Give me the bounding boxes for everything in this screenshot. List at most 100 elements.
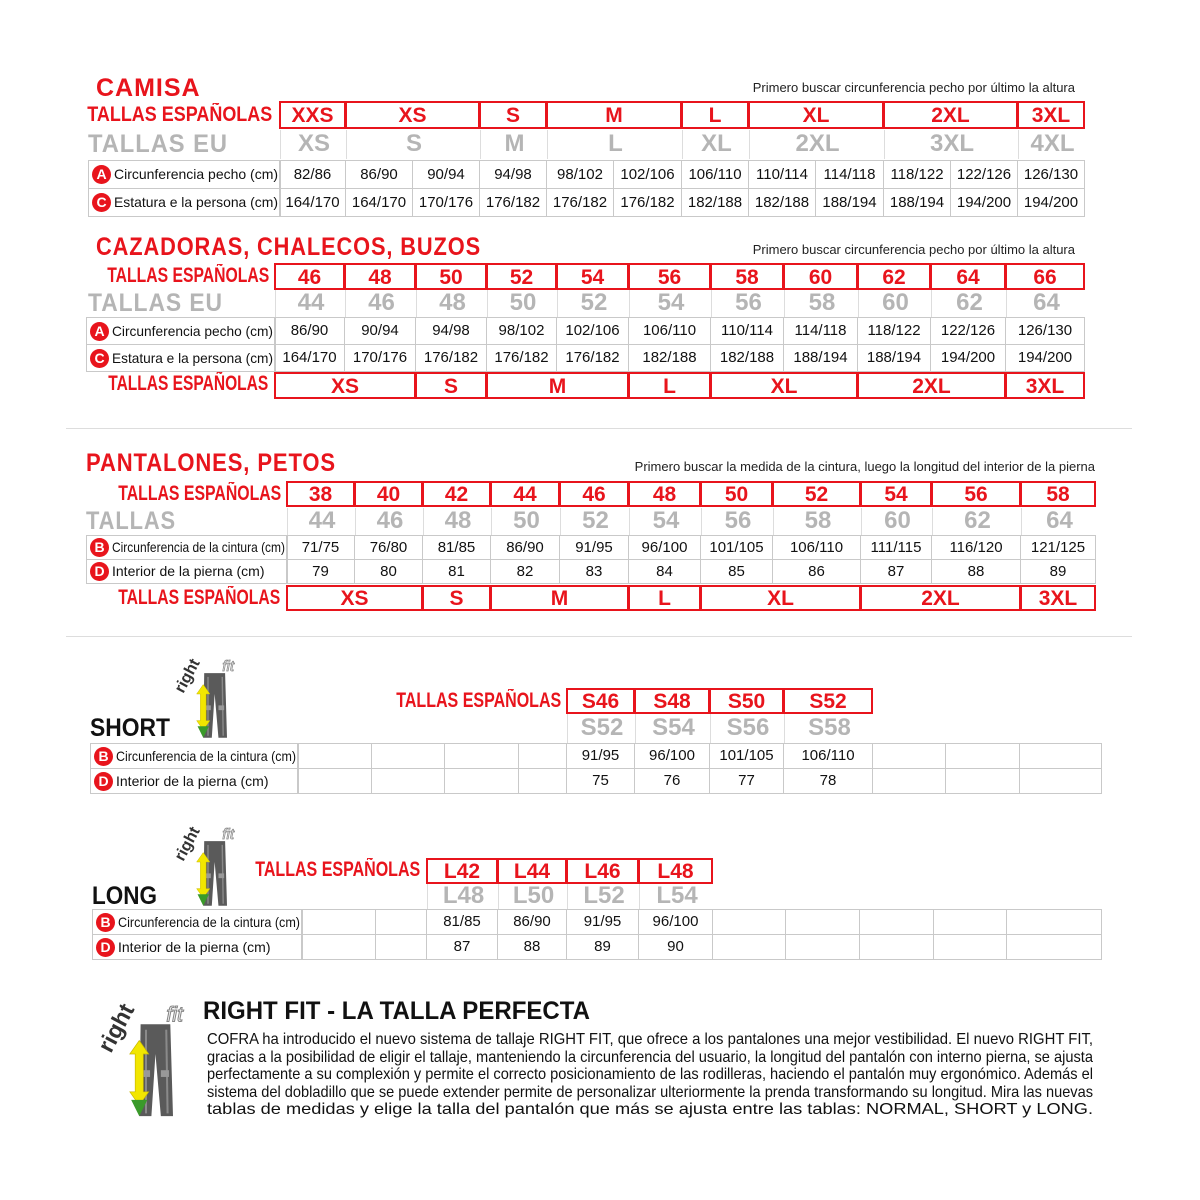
eu-size-cell: S: [346, 130, 481, 159]
cell-text: 85: [728, 563, 745, 580]
cell-text: 77: [738, 772, 755, 789]
cell-text: 48: [652, 483, 677, 506]
spanish-size-cell: 42: [422, 481, 491, 507]
cell-text: XL: [701, 130, 732, 157]
empty-cell: [297, 768, 372, 794]
eu-sizes-label-wrap: TALLAS EU: [88, 130, 235, 158]
cell-text: 56: [964, 483, 988, 506]
cell-text: 58: [735, 266, 759, 289]
value-cell: 88: [931, 559, 1021, 584]
spanish-size-cell: 46: [559, 481, 629, 507]
cell-text: S48: [653, 690, 691, 713]
value-cell: 86/90: [274, 317, 345, 345]
spanish-sizes-label: TALLAS ESPAÑOLAS: [118, 482, 281, 505]
eu-size-cell: 60: [858, 290, 932, 318]
empty-cell: [933, 934, 1007, 960]
letter-badge-c: C: [90, 348, 109, 368]
eu-size-cell: 54: [629, 290, 712, 318]
cell-text: S56: [726, 714, 770, 741]
cell-text: 118/122: [867, 322, 921, 339]
cell-text: 86/90: [506, 539, 544, 556]
letter-badge-c: C: [92, 193, 111, 212]
cell-text: 98/102: [498, 322, 545, 339]
cell-text: 182/188: [642, 349, 697, 366]
eu-size-cell: M: [480, 130, 548, 159]
value-cell: 194/200: [1017, 188, 1085, 217]
cell-text: L: [658, 587, 671, 610]
rightfit-paragraph-line-wrap: perfectamente a su complexión y permite …: [207, 1066, 1178, 1084]
eu-size-cell: 44: [275, 290, 346, 318]
rightfit-paragraph-line: sistema del dobladillo que se puede exte…: [207, 1083, 1093, 1101]
cell-text: 66: [1033, 266, 1057, 289]
value-cell: 89: [1020, 559, 1096, 584]
value-cell: 106/110: [628, 317, 711, 345]
spanish-sizes-label: TALLAS ESPAÑOLAS: [118, 586, 280, 609]
section-divider: [66, 636, 1132, 637]
cell-text: S52: [809, 690, 847, 713]
spanish-sizes-label: TALLAS ESPAÑOLAS: [108, 372, 268, 395]
cell-text: L: [608, 130, 623, 157]
cell-text: 48: [368, 266, 392, 289]
rightfit-pants-icon: right fit: [171, 823, 235, 906]
empty-cell: [301, 909, 376, 935]
cell-text: 94/98: [432, 322, 470, 339]
eu-size-cell: 50: [487, 290, 558, 318]
value-cell: 81/85: [422, 535, 491, 560]
empty-cell: [371, 743, 445, 769]
cell-text: 114/118: [823, 166, 876, 183]
value-cell: 85: [700, 559, 773, 584]
value-cell: 90/94: [344, 317, 416, 345]
cell-text: 164/170: [351, 194, 407, 211]
value-cell: 96/100: [638, 909, 713, 935]
value-cell: 86/90: [497, 909, 567, 935]
spanish-size-cell: 58: [1020, 481, 1096, 507]
cell-text: 106/110: [688, 166, 742, 183]
eu-size-cell: 60: [861, 508, 933, 535]
eu-size-cell: L54: [639, 884, 714, 909]
section-note: Primero buscar circunferencia pecho por …: [752, 242, 1075, 257]
eu-size-cell: 56: [701, 508, 774, 535]
empty-cell: [1006, 909, 1102, 935]
cell-text: L48: [442, 882, 485, 909]
section-title: PANTALONES, PETOS: [86, 449, 336, 477]
cell-text: M: [605, 104, 623, 127]
value-cell: 182/188: [628, 344, 711, 372]
spanish-size-cell: L44: [497, 858, 567, 884]
eu-size-cell: L: [547, 130, 683, 159]
cell-text: 182/188: [687, 194, 743, 211]
row-label: Circunferencia pecho (cm): [114, 166, 278, 182]
value-cell: 182/188: [681, 188, 749, 217]
cell-text: 82/86: [293, 166, 332, 183]
cell-text: 42: [444, 483, 469, 506]
spanish-size-cell: 54: [556, 263, 629, 290]
cell-text: S50: [727, 690, 766, 713]
section-note-wrap: Primero buscar circunferencia pecho por …: [753, 74, 1075, 102]
cell-text: 44: [308, 507, 336, 534]
eu-size-cell: S56: [710, 714, 785, 743]
spanish-size-cell: L42: [426, 858, 498, 884]
value-cell: 76/80: [354, 535, 423, 560]
value-cell: 114/118: [815, 160, 884, 189]
cell-text: 75: [592, 772, 609, 789]
cell-text: 126/130: [1017, 322, 1073, 339]
letter-size-cell: XL: [700, 585, 861, 611]
cell-text: 91/95: [581, 747, 620, 764]
cell-text: 3XL: [1025, 375, 1065, 398]
cell-text: 46: [376, 507, 404, 534]
cell-text: 56: [724, 507, 752, 534]
eu-size-cell: 46: [355, 508, 424, 535]
cell-text: 176/182: [494, 349, 549, 366]
svg-text:fit: fit: [222, 826, 235, 843]
letter-badge-b: B: [94, 746, 113, 766]
cell-text: M: [550, 587, 569, 610]
section-divider: [66, 428, 1132, 429]
spanish-size-cell: 58: [710, 263, 784, 290]
cell-text: 188/194: [889, 194, 945, 211]
eu-size-cell: 58: [784, 290, 859, 318]
eu-size-cell: 48: [423, 508, 492, 535]
value-cell: 96/100: [628, 535, 701, 560]
value-cell: 81/85: [426, 909, 498, 935]
spanish-size-cell: 38: [286, 481, 355, 507]
cell-text: 89: [594, 938, 611, 955]
spanish-size-cell: 48: [628, 481, 701, 507]
